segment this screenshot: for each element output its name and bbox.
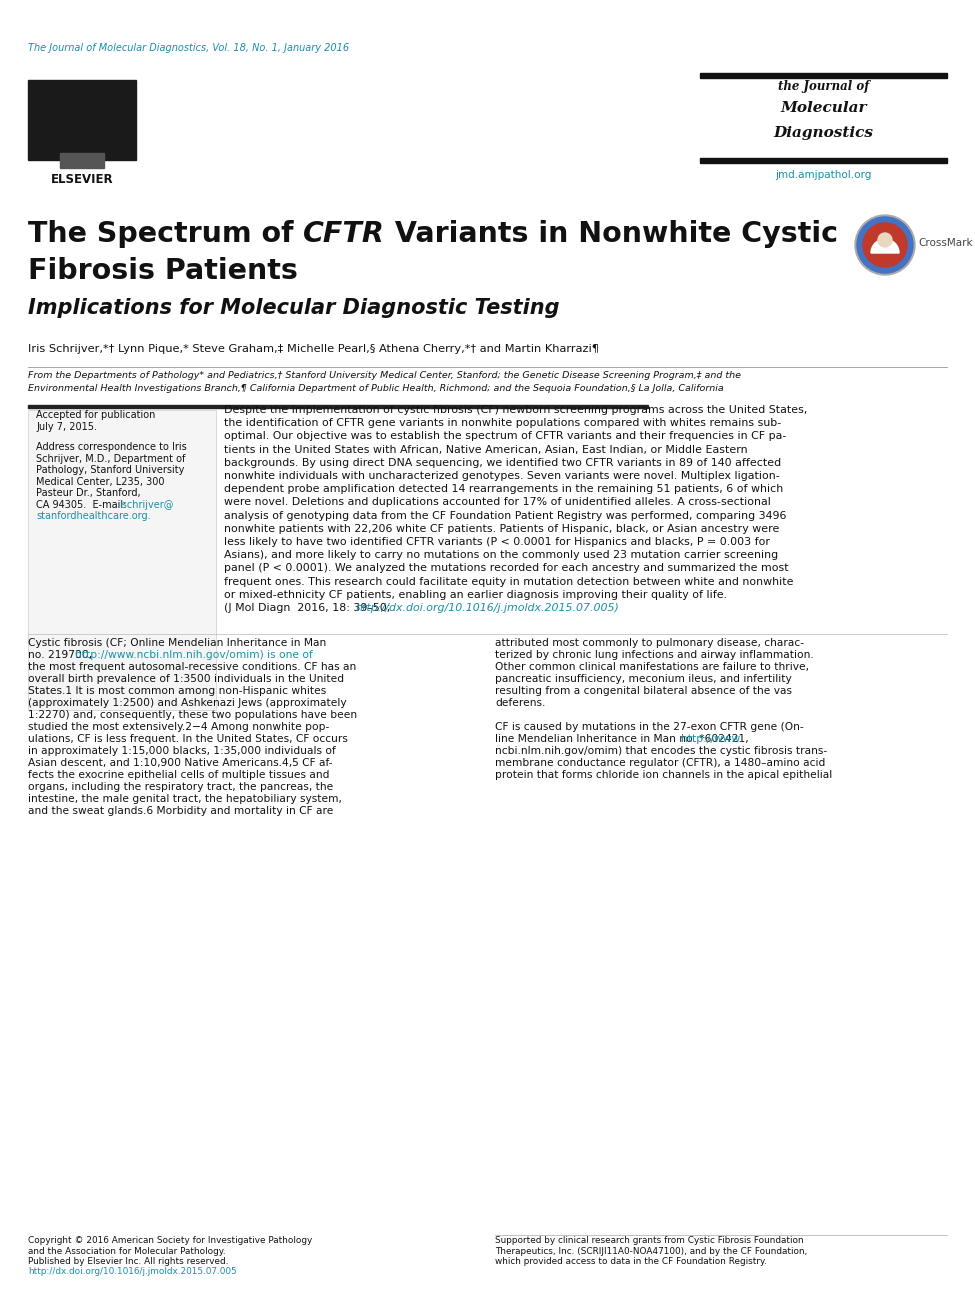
- Text: the Journal of: the Journal of: [778, 80, 869, 93]
- Text: terized by chronic lung infections and airway inflammation.: terized by chronic lung infections and a…: [495, 650, 814, 660]
- Text: membrane conductance regulator (CFTR), a 1480–amino acid: membrane conductance regulator (CFTR), a…: [495, 758, 826, 769]
- Text: and the Association for Molecular Pathology.: and the Association for Molecular Pathol…: [28, 1246, 225, 1255]
- Text: Environmental Health Investigations Branch,¶ California Department of Public Hea: Environmental Health Investigations Bran…: [28, 384, 723, 393]
- Text: Asian descent, and 1:10,900 Native Americans.4,5 CF af-: Asian descent, and 1:10,900 Native Ameri…: [28, 758, 332, 769]
- Text: panel (P < 0.0001). We analyzed the mutations recorded for each ancestry and sum: panel (P < 0.0001). We analyzed the muta…: [224, 564, 789, 573]
- Text: organs, including the respiratory tract, the pancreas, the: organs, including the respiratory tract,…: [28, 782, 333, 792]
- Text: less likely to have two identified CFTR variants (P < 0.0001 for Hispanics and b: less likely to have two identified CFTR …: [224, 536, 770, 547]
- Text: Iris Schrijver,*† Lynn Pique,* Steve Graham,‡ Michelle Pearl,§ Athena Cherry,*† : Iris Schrijver,*† Lynn Pique,* Steve Gra…: [28, 345, 599, 354]
- Bar: [700, 158, 947, 163]
- Text: ulations, CF is less frequent. In the United States, CF occurs: ulations, CF is less frequent. In the Un…: [28, 735, 348, 744]
- Circle shape: [855, 215, 915, 275]
- Text: backgrounds. By using direct DNA sequencing, we identified two CFTR variants in : backgrounds. By using direct DNA sequenc…: [224, 458, 781, 467]
- Circle shape: [863, 223, 907, 268]
- Text: http://dx.doi.org/10.1016/j.jmoldx.2015.07.005: http://dx.doi.org/10.1016/j.jmoldx.2015.…: [28, 1267, 237, 1276]
- Text: Schrijver, M.D., Department of: Schrijver, M.D., Department of: [36, 454, 185, 463]
- Text: Molecular: Molecular: [780, 100, 867, 115]
- Text: Pasteur Dr., Stanford,: Pasteur Dr., Stanford,: [36, 488, 140, 499]
- Bar: [700, 73, 947, 78]
- Text: http://dx.doi.org/10.1016/j.jmoldx.2015.07.005): http://dx.doi.org/10.1016/j.jmoldx.2015.…: [356, 603, 619, 613]
- Text: frequent ones. This research could facilitate equity in mutation detection betwe: frequent ones. This research could facil…: [224, 577, 794, 587]
- Text: Medical Center, L235, 300: Medical Center, L235, 300: [36, 476, 165, 487]
- Text: and the sweat glands.6 Morbidity and mortality in CF are: and the sweat glands.6 Morbidity and mor…: [28, 806, 333, 816]
- Text: jmd.amjpathol.org: jmd.amjpathol.org: [775, 170, 872, 180]
- Text: http://www.ncbi.nlm.nih.gov/omim) is one of: http://www.ncbi.nlm.nih.gov/omim) is one…: [75, 650, 313, 660]
- Text: (approximately 1:2500) and Ashkenazi Jews (approximately: (approximately 1:2500) and Ashkenazi Jew…: [28, 698, 347, 709]
- Text: Copyright © 2016 American Society for Investigative Pathology: Copyright © 2016 American Society for In…: [28, 1236, 312, 1245]
- Text: no. 219700,: no. 219700,: [28, 650, 96, 660]
- Text: analysis of genotyping data from the CF Foundation Patient Registry was performe: analysis of genotyping data from the CF …: [224, 510, 787, 521]
- Text: fects the exocrine epithelial cells of multiple tissues and: fects the exocrine epithelial cells of m…: [28, 770, 330, 780]
- Wedge shape: [871, 239, 899, 253]
- Text: The Journal of Molecular Diagnostics, Vol. 18, No. 1, January 2016: The Journal of Molecular Diagnostics, Vo…: [28, 43, 349, 54]
- Bar: [28, 410, 216, 710]
- Bar: [60, 153, 104, 168]
- Text: Diagnostics: Diagnostics: [773, 127, 874, 140]
- Text: Variants in Nonwhite Cystic: Variants in Nonwhite Cystic: [385, 221, 838, 248]
- Text: http://www.: http://www.: [681, 735, 742, 744]
- Text: Implications for Molecular Diagnostic Testing: Implications for Molecular Diagnostic Te…: [28, 298, 560, 318]
- Text: Other common clinical manifestations are failure to thrive,: Other common clinical manifestations are…: [495, 662, 809, 672]
- Text: studied the most extensively.2−4 Among nonwhite pop-: studied the most extensively.2−4 Among n…: [28, 722, 330, 732]
- Text: intestine, the male genital tract, the hepatobiliary system,: intestine, the male genital tract, the h…: [28, 795, 342, 804]
- Text: tients in the United States with African, Native American, Asian, East Indian, o: tients in the United States with African…: [224, 445, 748, 454]
- Bar: [28, 405, 648, 408]
- Text: the most frequent autosomal-recessive conditions. CF has an: the most frequent autosomal-recessive co…: [28, 662, 356, 672]
- Text: the identification of CFTR gene variants in nonwhite populations compared with w: the identification of CFTR gene variants…: [224, 418, 781, 428]
- Text: dependent probe amplification detected 14 rearrangements in the remaining 51 pat: dependent probe amplification detected 1…: [224, 484, 783, 495]
- Text: which provided access to data in the CF Foundation Registry.: which provided access to data in the CF …: [495, 1257, 766, 1266]
- Text: States.1 It is most common among non-Hispanic whites: States.1 It is most common among non-His…: [28, 686, 327, 696]
- Text: line Mendelian Inheritance in Man no. *602421,: line Mendelian Inheritance in Man no. *6…: [495, 735, 752, 744]
- Text: ncbi.nlm.nih.gov/omim) that encodes the cystic fibrosis trans-: ncbi.nlm.nih.gov/omim) that encodes the …: [495, 746, 827, 756]
- Text: nonwhite individuals with uncharacterized genotypes. Seven variants were novel. : nonwhite individuals with uncharacterize…: [224, 471, 780, 482]
- Text: CA 94305.  E-mail:: CA 94305. E-mail:: [36, 500, 130, 509]
- Circle shape: [857, 217, 913, 273]
- Text: resulting from a congenital bilateral absence of the vas: resulting from a congenital bilateral ab…: [495, 686, 792, 696]
- Text: overall birth prevalence of 1:3500 individuals in the United: overall birth prevalence of 1:3500 indiv…: [28, 675, 344, 684]
- Text: optimal. Our objective was to establish the spectrum of CFTR variants and their : optimal. Our objective was to establish …: [224, 432, 787, 441]
- Text: protein that forms chloride ion channels in the apical epithelial: protein that forms chloride ion channels…: [495, 770, 833, 780]
- Text: ELSEVIER: ELSEVIER: [51, 174, 113, 187]
- Text: Fibrosis Patients: Fibrosis Patients: [28, 257, 298, 284]
- Text: CrossMark: CrossMark: [918, 238, 973, 248]
- Text: CF is caused by mutations in the 27-exon CFTR gene (On-: CF is caused by mutations in the 27-exon…: [495, 722, 803, 732]
- Text: From the Departments of Pathology* and Pediatrics,† Stanford University Medical : From the Departments of Pathology* and P…: [28, 371, 741, 380]
- Circle shape: [878, 234, 892, 247]
- Text: Published by Elsevier Inc. All rights reserved.: Published by Elsevier Inc. All rights re…: [28, 1257, 228, 1266]
- Text: Pathology, Stanford University: Pathology, Stanford University: [36, 465, 184, 475]
- Text: July 7, 2015.: July 7, 2015.: [36, 422, 97, 432]
- Text: were novel. Deletions and duplications accounted for 17% of unidentified alleles: were novel. Deletions and duplications a…: [224, 497, 771, 508]
- Text: nonwhite patients with 22,206 white CF patients. Patients of Hispanic, black, or: nonwhite patients with 22,206 white CF p…: [224, 523, 779, 534]
- Text: ischrijver@: ischrijver@: [119, 500, 174, 509]
- Text: attributed most commonly to pulmonary disease, charac-: attributed most commonly to pulmonary di…: [495, 638, 804, 649]
- Text: Therapeutics, Inc. (SCRIJI11A0-NOA47100), and by the CF Foundation,: Therapeutics, Inc. (SCRIJI11A0-NOA47100)…: [495, 1246, 807, 1255]
- Text: Asians), and more likely to carry no mutations on the commonly used 23 mutation : Asians), and more likely to carry no mut…: [224, 551, 778, 560]
- Text: Address correspondence to Iris: Address correspondence to Iris: [36, 442, 187, 452]
- Text: Accepted for publication: Accepted for publication: [36, 410, 155, 420]
- Text: 1:2270) and, consequently, these two populations have been: 1:2270) and, consequently, these two pop…: [28, 710, 357, 720]
- Bar: [28, 80, 136, 161]
- Text: Despite the implementation of cystic fibrosis (CF) newborn screening programs ac: Despite the implementation of cystic fib…: [224, 405, 807, 415]
- Text: (J Mol Diagn  2016, 18: 39–50;: (J Mol Diagn 2016, 18: 39–50;: [224, 603, 394, 613]
- Text: Cystic fibrosis (CF; Online Mendelian Inheritance in Man: Cystic fibrosis (CF; Online Mendelian In…: [28, 638, 327, 649]
- Text: deferens.: deferens.: [495, 698, 545, 709]
- Text: or mixed-ethnicity CF patients, enabling an earlier diagnosis improving their qu: or mixed-ethnicity CF patients, enabling…: [224, 590, 727, 600]
- Text: CFTR: CFTR: [303, 221, 385, 248]
- Text: pancreatic insufficiency, meconium ileus, and infertility: pancreatic insufficiency, meconium ileus…: [495, 675, 792, 684]
- Text: The Spectrum of: The Spectrum of: [28, 221, 303, 248]
- Text: in approximately 1:15,000 blacks, 1:35,000 individuals of: in approximately 1:15,000 blacks, 1:35,0…: [28, 746, 335, 756]
- Text: Supported by clinical research grants from Cystic Fibrosis Foundation: Supported by clinical research grants fr…: [495, 1236, 803, 1245]
- Text: stanfordhealthcare.org.: stanfordhealthcare.org.: [36, 512, 150, 521]
